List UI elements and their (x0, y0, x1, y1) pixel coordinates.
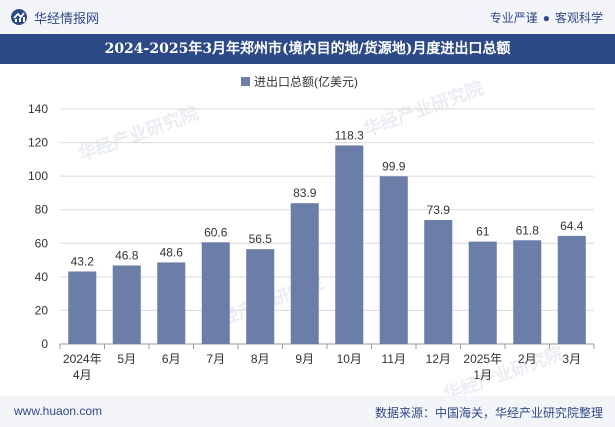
data-label: 60.6 (204, 225, 228, 239)
footer: www.huaon.com 数据来源：中国海关，华经产业研究院整理 (0, 396, 615, 427)
data-label: 83.9 (293, 186, 317, 200)
data-label: 99.9 (382, 159, 406, 173)
brand[interactable]: 华经情报网 (10, 8, 99, 26)
tagline-objective: 客观科学 (554, 11, 603, 25)
y-tick-label: 20 (35, 303, 49, 317)
x-tick-label: 6月 (162, 352, 181, 366)
chart-title: 2024-2025年3月年郑州市(境内目的地/货源地)月度进出口总额 (0, 34, 615, 64)
bar[interactable] (424, 219, 453, 344)
y-tick-label: 100 (28, 169, 48, 183)
bar[interactable] (246, 249, 275, 344)
y-axis: 0 20 40 60 80 100 120 140 (28, 102, 48, 351)
x-tick-label: 2024年 (63, 352, 102, 366)
bar[interactable] (68, 271, 97, 344)
bars: 43.2 46.8 48.6 60.6 56.5 83.9 118.3 99.9 73.9 61 6… (68, 128, 586, 344)
x-tick-label: 2月 (518, 352, 537, 366)
x-tick-label: 1月 (473, 368, 492, 382)
bar[interactable] (335, 145, 364, 344)
y-tick-label: 140 (28, 102, 48, 116)
data-label: 64.4 (560, 219, 584, 233)
tagline: 专业严谨 ● 客观科学 (490, 9, 603, 26)
tagline-professional: 专业严谨 (489, 11, 538, 25)
bar[interactable] (557, 235, 586, 344)
data-source: 数据来源：中国海关，华经产业研究院整理 (374, 406, 603, 420)
data-label: 48.6 (160, 245, 184, 259)
bar[interactable] (157, 262, 186, 344)
x-tick-label: 10月 (337, 352, 362, 366)
legend: 进出口总额(亿美元) (241, 74, 358, 89)
tagline-dot: ● (542, 10, 550, 25)
data-label: 73.9 (427, 203, 451, 217)
y-tick-label: 80 (35, 203, 49, 217)
x-tick-label: 2025年 (463, 352, 502, 366)
x-tick-label: 9月 (295, 352, 314, 366)
top-bar: 华经情报网 专业严谨 ● 客观科学 (0, 0, 615, 34)
y-tick-label: 60 (35, 236, 49, 250)
y-tick-label: 0 (41, 337, 48, 351)
bar[interactable] (513, 240, 542, 344)
x-tick-label: 3月 (562, 352, 581, 366)
website-link[interactable]: www.huaon.com (14, 404, 103, 418)
y-tick-label: 120 (28, 136, 48, 150)
data-label: 61.8 (516, 223, 540, 237)
x-tick-label: 7月 (206, 352, 225, 366)
legend-label: 进出口总额(亿美元) (254, 74, 358, 89)
x-tick-label: 4月 (73, 368, 92, 382)
legend-swatch (241, 77, 250, 86)
x-tick-label: 12月 (426, 352, 451, 366)
x-tick-label: 11月 (382, 352, 406, 366)
bar-chart: 进出口总额(亿美元) 0 20 40 60 80 100 120 140 43.2 46.8 48… (28, 74, 595, 382)
x-tick-label: 5月 (117, 352, 136, 366)
x-axis: 2024年 4月 5月 6月 7月 8月 9月 10月 11月 12月 2025年 1月 2月 3月 (59, 344, 595, 382)
data-label: 61 (476, 225, 490, 239)
bar[interactable] (290, 203, 319, 344)
data-label: 43.2 (71, 254, 95, 268)
y-tick-label: 40 (35, 270, 49, 284)
bar[interactable] (379, 176, 408, 344)
data-label: 118.3 (335, 128, 364, 142)
data-label: 46.8 (115, 248, 139, 262)
data-label: 56.5 (249, 232, 273, 246)
bar[interactable] (112, 265, 141, 344)
brand-name: 华经情报网 (34, 10, 100, 26)
brand-logo-icon (11, 9, 27, 25)
x-tick-label: 8月 (251, 352, 270, 366)
bar[interactable] (201, 242, 230, 344)
bar[interactable] (468, 241, 497, 344)
